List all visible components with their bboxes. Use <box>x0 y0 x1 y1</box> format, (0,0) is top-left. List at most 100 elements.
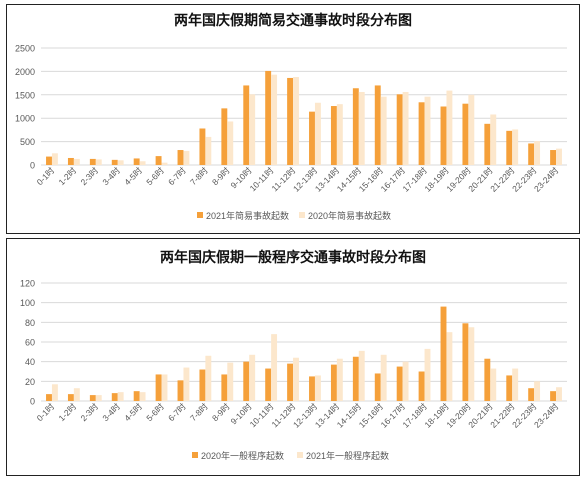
chart1-x-tick-label: 0-1时 <box>35 401 57 423</box>
chart0-bar-series2 <box>380 96 387 165</box>
chart1-bar-series2 <box>51 384 58 401</box>
chart0-bar-series2 <box>73 158 80 165</box>
chart0-bar-series2 <box>556 148 562 165</box>
chart1-bar-series2 <box>183 367 190 401</box>
chart1-bar-series1 <box>484 358 491 401</box>
chart0-bar-series2 <box>336 104 343 165</box>
chart0-y-tick-label: 2500 <box>15 44 35 54</box>
chart1-bar-series2 <box>161 374 168 401</box>
chart1-bar-series2 <box>293 357 299 401</box>
chart0-bar-series1 <box>352 88 359 165</box>
chart1-bar-series1 <box>418 371 425 401</box>
chart1-bar-series2 <box>336 358 343 401</box>
chart1-x-tick-label: 4-5时 <box>122 401 144 423</box>
chart0-bar-series2 <box>95 159 102 165</box>
chart1-bar-series2 <box>534 381 541 401</box>
chart1-bar-series2 <box>402 361 409 401</box>
chart1-bar-series2 <box>249 354 256 401</box>
chart0-bar-series2 <box>468 94 475 165</box>
chart1-bar-series1 <box>46 394 52 401</box>
chart0-bar-series2 <box>490 114 497 165</box>
chart1-bar-series1 <box>528 388 535 401</box>
chart1-legend-swatch <box>297 452 303 458</box>
chart0-x-tick-label: 7-8时 <box>188 165 210 187</box>
chart1-bar-series1 <box>506 375 513 401</box>
chart-panel-simple-accidents: 两年国庆假期简易交通事故时段分布图 0 500 1000 1500 2000 2500 0-1… <box>6 4 580 234</box>
chart1-x-tick-label: 2-3时 <box>78 401 100 423</box>
chart1-bar-series1 <box>243 361 250 401</box>
chart1-bar-series1 <box>330 364 337 401</box>
chart1-bar-series1 <box>199 369 206 401</box>
chart1-bar-series2 <box>512 368 519 401</box>
chart1-bar-series2 <box>95 395 102 401</box>
chart0-bar-series2 <box>51 153 58 165</box>
chart0-bar-series1 <box>265 70 272 165</box>
chart1-bar-series1 <box>221 374 228 401</box>
chart1-y-tick-label: 120 <box>20 279 35 289</box>
chart1-bar-series2 <box>556 387 562 401</box>
chart0-bar-series1 <box>287 77 294 165</box>
chart1-x-tick-label: 23-24时 <box>532 401 561 430</box>
chart1-y-tick-label: 60 <box>25 338 35 348</box>
chart0-bar-series1 <box>133 158 140 165</box>
chart1-title: 两年国庆假期一般程序交通事故时段分布图 <box>160 249 426 266</box>
chart0-bar-series1 <box>46 156 52 165</box>
chart0-bar-series1 <box>155 156 162 165</box>
chart1-bar-series2 <box>314 375 321 401</box>
chart1-bar-series1 <box>440 306 447 401</box>
chart1-bar-series2 <box>446 332 453 401</box>
chart0-bar-series1 <box>418 102 425 165</box>
chart0-legend-label: 2021年简易事故起数 <box>206 210 289 221</box>
chart0-x-tick-label: 0-1时 <box>35 165 57 187</box>
chart0-bar-series1 <box>89 158 96 165</box>
chart0-bar-series1 <box>177 150 184 165</box>
chart1-bar-series1 <box>550 391 557 401</box>
chart0-x-tick-label: 6-7时 <box>166 165 188 187</box>
chart0-bar-series1 <box>484 123 491 165</box>
chart1-bar-series1 <box>155 374 162 401</box>
chart0-bar-series1 <box>550 150 557 165</box>
chart1-bar-series1 <box>111 393 118 401</box>
chart0-bar-series2 <box>183 150 190 165</box>
chart0-bar-series2 <box>534 141 541 165</box>
chart0-bar-series2 <box>314 102 321 165</box>
chart0-y-tick-label: 1000 <box>15 114 35 124</box>
chart1-bar-series1 <box>374 373 381 401</box>
chart0-bar-series2 <box>205 136 212 165</box>
chart1-x-tick-label: 5-6时 <box>144 401 166 423</box>
chart1-bar-series1 <box>67 394 74 401</box>
chart0-bar-series2 <box>271 74 278 165</box>
chart0-y-tick-label: 1500 <box>15 90 35 100</box>
chart1-x-tick-label: 6-7时 <box>166 401 188 423</box>
chart0-bar-series1 <box>528 143 535 165</box>
chart1-bar-series1 <box>89 395 96 401</box>
chart1-y-tick-label: 80 <box>25 318 35 328</box>
chart1-bar-series2 <box>73 388 80 401</box>
chart0-legend-swatch <box>299 212 305 218</box>
chart1-bar-series2 <box>490 368 497 401</box>
chart0-bar-series2 <box>139 161 146 165</box>
chart0-y-tick-label: 500 <box>20 137 35 147</box>
chart0-x-tick-label: 2-3时 <box>78 165 100 187</box>
chart1-legend-swatch <box>192 452 198 458</box>
chart0-x-tick-label: 3-4时 <box>100 165 122 187</box>
chart0-legend-swatch <box>197 212 203 218</box>
chart0-bar-series2 <box>117 160 124 165</box>
chart0-legend-label: 2020年简易事故起数 <box>308 210 391 221</box>
chart1-x-tick-label: 7-8时 <box>188 401 210 423</box>
chart0-bar-series2 <box>293 77 299 165</box>
chart1-bar-series1 <box>265 368 272 401</box>
chart0-bar-series1 <box>67 157 74 165</box>
chart1-bar-series2 <box>271 334 278 401</box>
chart1-bar-series1 <box>309 376 315 401</box>
chart0-bar-series1 <box>396 94 403 165</box>
chart0-title: 两年国庆假期简易交通事故时段分布图 <box>174 12 412 29</box>
chart1-y-tick-label: 100 <box>20 298 35 308</box>
chart-panel-general-accidents: 两年国庆假期一般程序交通事故时段分布图 0 20 40 60 80 100 120 0-1时 1-… <box>6 238 580 476</box>
chart-general-accidents: 两年国庆假期一般程序交通事故时段分布图 0 20 40 60 80 100 120 0-1时 1-… <box>20 249 567 461</box>
chart-simple-accidents: 两年国庆假期简易交通事故时段分布图 0 500 1000 1500 2000 2500 0-1… <box>15 12 567 221</box>
chart1-bar-series1 <box>352 356 359 401</box>
chart0-x-tick-label: 23-24时 <box>532 165 561 194</box>
chart1-bar-series1 <box>133 391 140 401</box>
chart1-bar-series2 <box>424 348 431 401</box>
